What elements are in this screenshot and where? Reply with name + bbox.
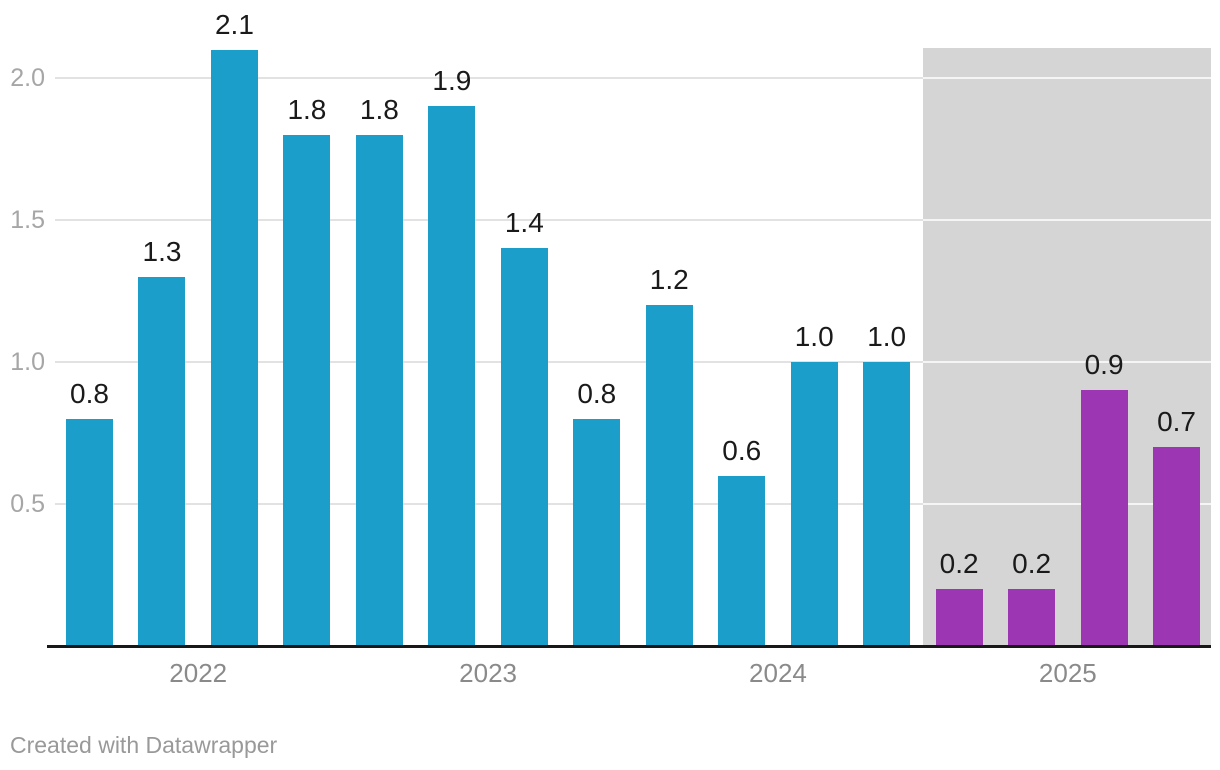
bar-value-label: 1.8 [287, 93, 327, 125]
gridline [55, 219, 1211, 221]
gridline [55, 361, 1211, 363]
bar-value-label: 0.2 [1012, 548, 1052, 580]
bar-value-label: 1.0 [794, 321, 834, 352]
bar-value-label: 0.8 [577, 377, 617, 409]
bar [863, 362, 911, 646]
bar-forecast [935, 589, 983, 646]
bar-value-label: 1.2 [649, 264, 689, 296]
bar [138, 276, 186, 646]
bar [66, 418, 113, 646]
bar-value-label: 1.3 [142, 235, 182, 267]
y-axis-tick-label: 1.0 [10, 348, 45, 376]
gridline-on-band [922, 361, 1211, 363]
bar [428, 106, 476, 646]
bar-value-label: 1.8 [359, 93, 399, 125]
x-axis-tick-label: 2025 [1038, 658, 1097, 688]
y-axis-tick-label: 0.5 [10, 490, 45, 518]
bar-value-label: 0.2 [939, 548, 979, 580]
y-axis-tick-label: 2.0 [10, 64, 45, 92]
attribution-link[interactable]: Created with Datawrapper [10, 732, 278, 758]
bar [645, 305, 693, 646]
bar-forecast [1153, 447, 1201, 646]
x-axis-tick-label: 2023 [459, 658, 517, 688]
bar-value-label: 1.9 [432, 65, 472, 97]
bar-forecast [1008, 589, 1056, 646]
x-axis-tick-label: 2024 [749, 658, 807, 688]
gridline [55, 503, 1211, 505]
gridline-on-band [922, 77, 1211, 79]
bar [283, 134, 331, 646]
bar-value-label: 0.6 [722, 434, 762, 466]
bar-value-label: 1.4 [504, 207, 544, 239]
gridline [55, 77, 1211, 79]
gridline-on-band [922, 503, 1211, 505]
bar-value-label: 0.8 [70, 377, 109, 409]
bar-value-label: 0.9 [1084, 349, 1124, 381]
y-axis-tick-label: 1.5 [10, 206, 45, 234]
gridline-on-band [922, 219, 1211, 221]
x-axis-tick-label: 2022 [169, 658, 228, 688]
bar [718, 475, 766, 646]
bar-value-label: 0.7 [1157, 406, 1197, 438]
bar [790, 362, 838, 646]
bar [500, 248, 548, 646]
plot-area: 0.5 1.0 1.5 2.0 0.8 1.3 2.1 1.8 1.8 1.9 1.4 0.8 1.2 0… [10, 8, 1211, 688]
bar-forecast [1080, 390, 1128, 646]
bar-value-label: 2.1 [214, 8, 254, 40]
bar-value-label: 1.0 [867, 321, 907, 352]
bar [355, 134, 403, 646]
bar [573, 418, 621, 646]
x-axis-line [47, 645, 1211, 648]
bar [210, 49, 258, 646]
